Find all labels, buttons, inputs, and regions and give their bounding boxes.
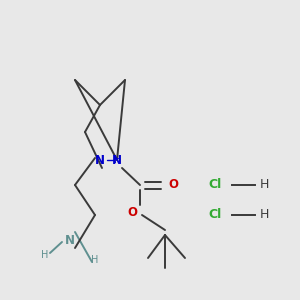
Text: Cl: Cl	[208, 178, 222, 191]
Text: H: H	[114, 155, 122, 165]
Text: H: H	[259, 178, 269, 191]
Text: N: N	[95, 154, 105, 166]
Text: O: O	[168, 178, 178, 191]
Text: H: H	[41, 250, 49, 260]
Text: O: O	[127, 206, 137, 218]
Text: N: N	[112, 154, 122, 166]
Text: Cl: Cl	[208, 208, 222, 221]
Text: H: H	[259, 208, 269, 221]
Text: H: H	[91, 255, 99, 265]
Text: N: N	[65, 233, 75, 247]
